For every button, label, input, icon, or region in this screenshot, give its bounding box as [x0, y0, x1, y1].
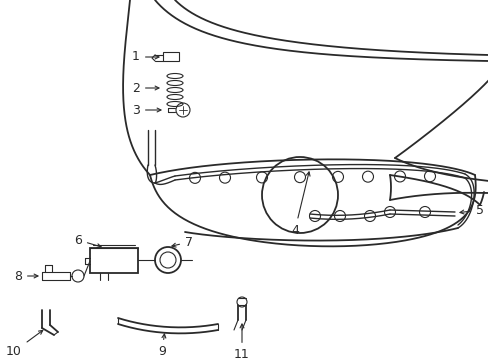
Text: 8: 8 [14, 270, 38, 283]
Text: 9: 9 [158, 334, 165, 358]
Text: 1: 1 [132, 50, 159, 63]
Bar [163, 52, 179, 61]
Text: 3: 3 [132, 104, 161, 117]
Text: 2: 2 [132, 81, 159, 94]
Text: 11: 11 [234, 324, 249, 360]
Text: 4: 4 [290, 172, 309, 237]
Text: 10: 10 [6, 330, 42, 358]
Text: 5: 5 [459, 203, 483, 216]
Bar [90, 248, 138, 273]
Text: 7: 7 [172, 235, 193, 248]
Text: 6: 6 [74, 234, 101, 248]
